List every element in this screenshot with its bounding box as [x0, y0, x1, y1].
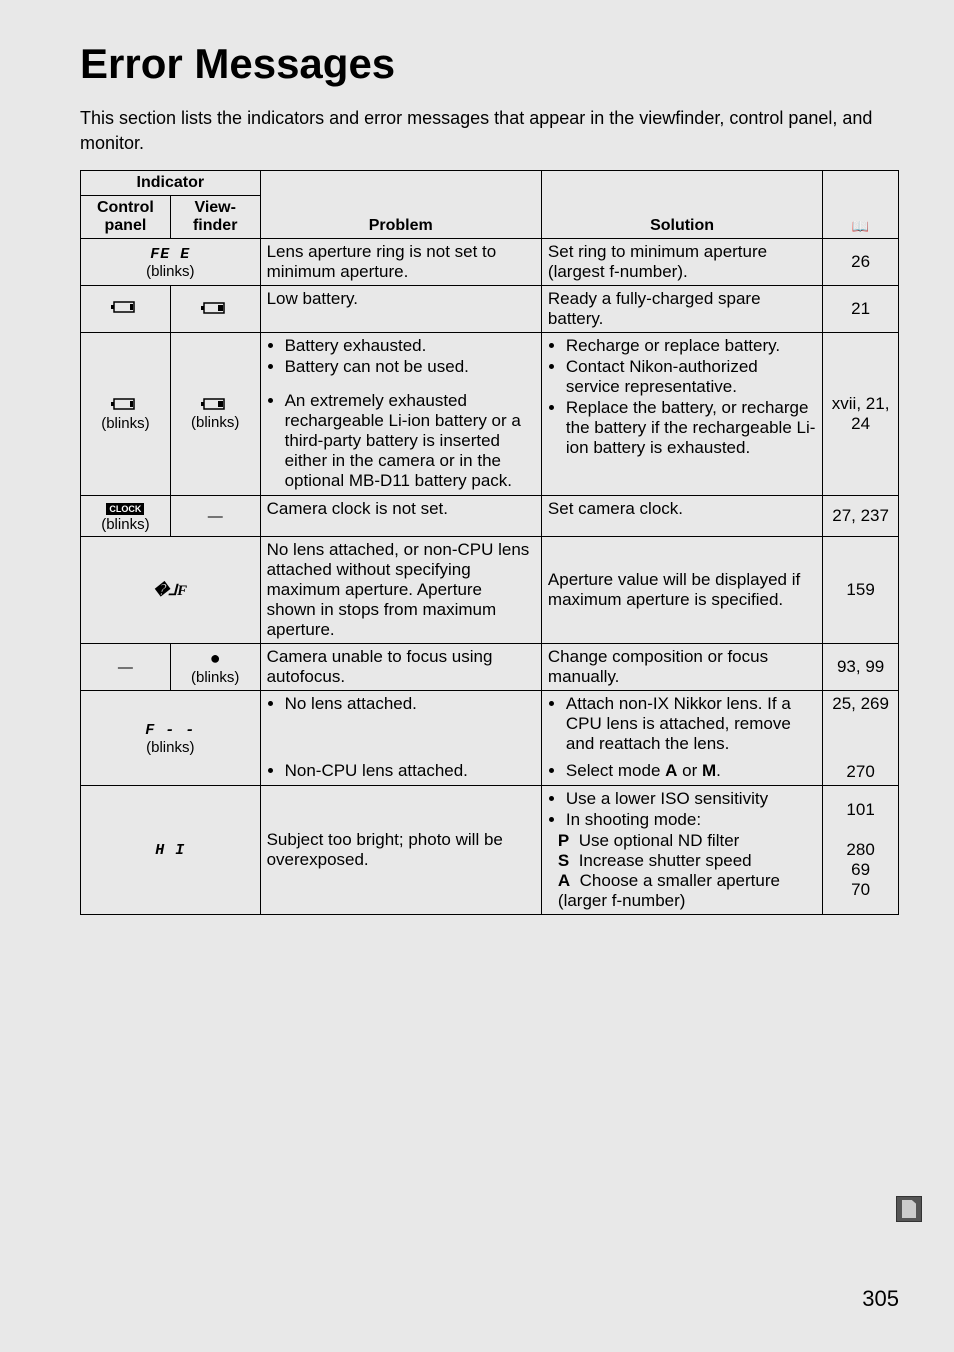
problem-cell: Camera clock is not set. — [260, 496, 541, 537]
indicator-vf — [170, 286, 260, 333]
list-item: Battery exhausted. — [285, 336, 535, 356]
solution-cell: Set camera clock. — [541, 496, 822, 537]
page-cell: 26 — [823, 239, 899, 286]
page-cell: 101 280 69 70 — [823, 786, 899, 915]
indicator-cell: F - - (blinks) — [81, 691, 261, 786]
solution-cell: Change composition or focus manually. — [541, 644, 822, 691]
problem-cell: Subject too bright; photo will be overex… — [260, 786, 541, 915]
battery-low-icon — [201, 398, 229, 410]
table-row: FE E (blinks) Lens aperture ring is not … — [81, 239, 899, 286]
list-item: Battery can not be used. — [285, 357, 535, 377]
solution-cell: Aperture value will be displayed if maxi… — [541, 537, 822, 644]
table-row: — ● (blinks) Camera unable to focus usin… — [81, 644, 899, 691]
problem-cell: Battery exhausted. Battery can not be us… — [260, 333, 541, 496]
mode-line: A Choose a smaller aperture (larger f-nu… — [548, 871, 816, 911]
mode-line: S Increase shutter speed — [548, 851, 816, 871]
list-item: Non-CPU lens attached. — [285, 761, 535, 781]
problem-cell: No lens attached. — [260, 691, 541, 759]
header-page-icon: 📖 — [823, 171, 899, 239]
problem-cell: Lens aperture ring is not set to minimum… — [260, 239, 541, 286]
problem-cell: Low battery. — [260, 286, 541, 333]
page-title: Error Messages — [80, 40, 899, 88]
header-problem: Problem — [260, 171, 541, 239]
list-item: No lens attached. — [285, 694, 535, 714]
note-icon — [902, 1200, 916, 1218]
page-cell: 25, 269 — [823, 691, 899, 759]
page-cell: 27, 237 — [823, 496, 899, 537]
indicator-vf: ● (blinks) — [170, 644, 260, 691]
intro-text: This section lists the indicators and er… — [80, 106, 899, 156]
page-cell: 159 — [823, 537, 899, 644]
indicator-cell: H I — [81, 786, 261, 915]
solution-cell: Set ring to minimum aperture (largest f-… — [541, 239, 822, 286]
solution-cell: Ready a fully-charged spare battery. — [541, 286, 822, 333]
solution-cell: Attach non-IX Nikkor lens. If a CPU lens… — [541, 691, 822, 759]
table-row: F - - (blinks) No lens attached. Attach … — [81, 691, 899, 759]
header-viewfinder: View-finder — [170, 196, 260, 239]
header-solution: Solution — [541, 171, 822, 239]
problem-cell: No lens attached, or non-CPU lens attach… — [260, 537, 541, 644]
list-item: Attach non-IX Nikkor lens. If a CPU lens… — [566, 694, 816, 754]
indicator-cell: �⅃F — [81, 537, 261, 644]
problem-cell: Non-CPU lens attached. — [260, 758, 541, 786]
header-indicator: Indicator — [81, 171, 261, 196]
page-cell: 21 — [823, 286, 899, 333]
table-row: �⅃F No lens attached, or non-CPU lens at… — [81, 537, 899, 644]
list-item: In shooting mode: — [566, 810, 816, 830]
table-row: H I Subject too bright; photo will be ov… — [81, 786, 899, 915]
list-item: Select mode A or M. — [566, 761, 816, 781]
battery-low-icon — [201, 302, 229, 314]
table-row: CLOCK (blinks) — Camera clock is not set… — [81, 496, 899, 537]
list-item: Recharge or replace battery. — [566, 336, 816, 356]
list-item: Replace the battery, or recharge the bat… — [566, 398, 816, 458]
page-cell: 93, 99 — [823, 644, 899, 691]
page-cell: 270 — [823, 758, 899, 786]
page-number: 305 — [862, 1286, 899, 1312]
battery-outline-icon — [111, 397, 139, 411]
solution-cell: Recharge or replace battery. Contact Nik… — [541, 333, 822, 496]
list-item: Use a lower ISO sensitivity — [566, 789, 816, 809]
solution-cell: Use a lower ISO sensitivity In shooting … — [541, 786, 822, 915]
indicator-vf: — — [170, 496, 260, 537]
list-item: Contact Nikon-authorized service represe… — [566, 357, 816, 397]
mode-line: P Use optional ND filter — [548, 831, 816, 851]
battery-outline-icon — [111, 300, 139, 314]
error-table: Indicator Problem Solution 📖 Control pan… — [80, 170, 899, 915]
indicator-cp: — — [81, 644, 171, 691]
problem-cell: Camera unable to focus using autofocus. — [260, 644, 541, 691]
section-tab-icon — [896, 1196, 922, 1222]
solution-cell: Select mode A or M. — [541, 758, 822, 786]
indicator-cell: FE E (blinks) — [81, 239, 261, 286]
indicator-cp — [81, 286, 171, 333]
indicator-cp: CLOCK (blinks) — [81, 496, 171, 537]
list-item: An extremely exhausted rechargeable Li-i… — [285, 391, 535, 491]
indicator-cp: (blinks) — [81, 333, 171, 496]
header-control-panel: Control panel — [81, 196, 171, 239]
indicator-vf: (blinks) — [170, 333, 260, 496]
table-row: (blinks) (blinks) Battery exhausted. Bat… — [81, 333, 899, 496]
page-cell: xvii, 21, 24 — [823, 333, 899, 496]
table-row: Low battery. Ready a fully-charged spare… — [81, 286, 899, 333]
